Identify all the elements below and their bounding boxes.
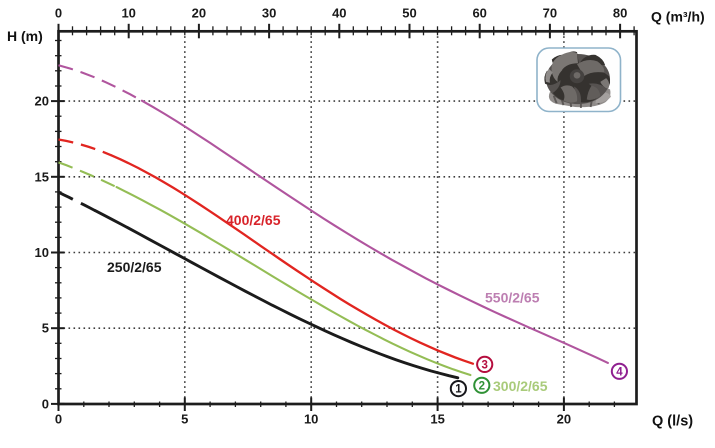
svg-text:2: 2 bbox=[479, 380, 485, 392]
svg-text:400/2/65: 400/2/65 bbox=[226, 212, 281, 228]
svg-text:250/2/65: 250/2/65 bbox=[107, 259, 162, 275]
svg-text:20: 20 bbox=[192, 6, 206, 21]
svg-text:0: 0 bbox=[55, 412, 62, 427]
svg-text:30: 30 bbox=[262, 6, 276, 21]
svg-text:0: 0 bbox=[42, 396, 49, 411]
svg-text:Q (l/s): Q (l/s) bbox=[652, 414, 693, 430]
svg-text:60: 60 bbox=[472, 6, 486, 21]
svg-text:70: 70 bbox=[543, 6, 557, 21]
svg-text:3: 3 bbox=[481, 360, 487, 372]
svg-text:80: 80 bbox=[613, 6, 627, 21]
svg-text:40: 40 bbox=[332, 6, 346, 21]
svg-text:10: 10 bbox=[35, 245, 49, 260]
svg-text:10: 10 bbox=[304, 412, 318, 427]
svg-text:550/2/65: 550/2/65 bbox=[485, 290, 540, 306]
svg-text:1: 1 bbox=[455, 384, 462, 396]
svg-text:10: 10 bbox=[121, 6, 135, 21]
svg-text:15: 15 bbox=[430, 412, 444, 427]
svg-text:4: 4 bbox=[616, 366, 623, 378]
svg-text:20: 20 bbox=[35, 94, 49, 109]
svg-text:20: 20 bbox=[557, 412, 571, 427]
svg-text:Q (m³/h): Q (m³/h) bbox=[651, 9, 705, 25]
svg-text:300/2/65: 300/2/65 bbox=[493, 378, 548, 394]
svg-text:15: 15 bbox=[35, 169, 49, 184]
svg-text:5: 5 bbox=[42, 321, 49, 336]
svg-text:5: 5 bbox=[181, 412, 188, 427]
svg-text:50: 50 bbox=[402, 6, 416, 21]
svg-text:H (m): H (m) bbox=[7, 28, 43, 44]
svg-text:0: 0 bbox=[55, 6, 62, 21]
